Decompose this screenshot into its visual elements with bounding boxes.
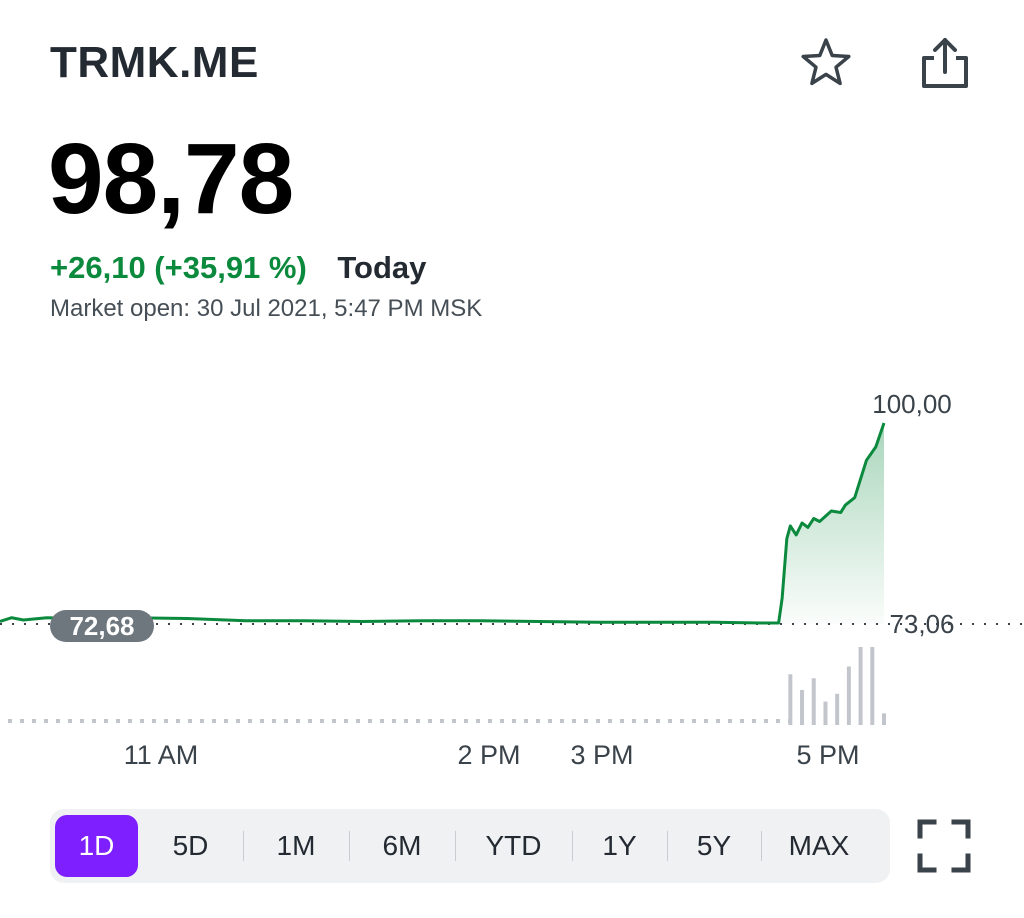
x-tick-label: 11 AM bbox=[124, 740, 199, 770]
prev-close-badge-bg bbox=[50, 610, 154, 642]
range-option-1y[interactable]: 1Y bbox=[572, 815, 667, 877]
star-icon[interactable] bbox=[796, 34, 856, 94]
series-line bbox=[0, 422, 886, 625]
range-option-5d[interactable]: 5D bbox=[172, 830, 209, 861]
current-price: 98,78 bbox=[48, 123, 294, 235]
fullscreen-icon[interactable] bbox=[914, 816, 974, 876]
x-tick-label: 5 PM bbox=[796, 740, 859, 770]
share-icon[interactable] bbox=[914, 34, 974, 94]
range-option-1d[interactable]: 1D bbox=[55, 815, 138, 877]
prev-close-label: 72,68 bbox=[69, 611, 134, 641]
y-max-label: 100,00 bbox=[872, 389, 952, 419]
period-label: Today bbox=[337, 250, 427, 285]
range-option-max[interactable]: MAX bbox=[761, 815, 877, 877]
range-option-5y[interactable]: 5Y bbox=[667, 815, 761, 877]
baseline-label: 73,06 bbox=[889, 609, 954, 639]
x-tick-label: 3 PM bbox=[570, 740, 633, 770]
chart-area-fill bbox=[778, 423, 884, 624]
x-tick-label: 2 PM bbox=[457, 740, 520, 770]
change-row: +26,10 (+35,91 %) Today bbox=[50, 250, 426, 286]
price-change: +26,10 (+35,91 %) bbox=[50, 250, 307, 285]
price-chart[interactable]: 100,00 73,06 72,68 11 AM 2 PM 3 PM 5 PM bbox=[0, 380, 1024, 780]
market-status: Market open: 30 Jul 2021, 5:47 PM MSK bbox=[50, 295, 483, 322]
ticker-symbol: TRMK.ME bbox=[50, 38, 259, 87]
range-option-ytd[interactable]: YTD bbox=[455, 815, 572, 877]
range-option-1m[interactable]: 1M bbox=[243, 815, 349, 877]
range-selector: 1D 5D 1M 6M YTD 1Y 5Y MAX bbox=[50, 809, 890, 883]
prev-close-badge: 72,68 bbox=[50, 610, 154, 642]
range-option-6m[interactable]: 6M bbox=[349, 815, 455, 877]
